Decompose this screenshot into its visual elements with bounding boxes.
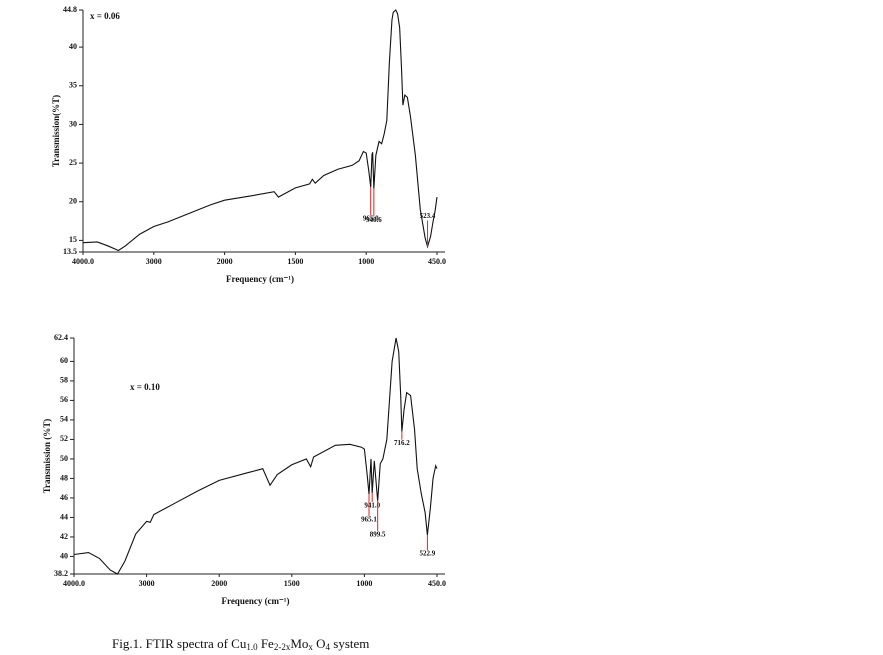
y-axis-label: Transmission(%T) [51,95,61,167]
x-tick-label: 3000 [139,579,155,588]
x-tick-label: 1500 [287,257,303,266]
y-tick-label: 46 [60,493,68,502]
caption-subscript: 1.0 [246,642,258,652]
x-tick-label: 2000 [217,257,233,266]
x-axis-label: Frequency (cm⁻¹) [226,274,294,284]
caption: Fig.1. FTIR spectra of Cu1.0 Fe2-2xMox O… [112,636,369,652]
y-tick-label: 62.4 [54,333,68,342]
x-tick-label: 4000.0 [63,579,85,588]
peak-label: 941.0 [364,502,380,510]
peak-label: 940.6 [366,216,382,224]
y-tick-label: 52 [60,434,68,443]
y-tick-label: 40 [69,42,77,51]
x-tick-label: 450.0 [428,579,446,588]
y-tick-label: 35 [69,81,77,90]
caption-text: O [313,636,326,651]
peak-label: 899.5 [370,530,386,538]
caption-text: Mo [290,636,308,651]
y-tick-label: 42 [60,532,68,541]
x-tick-label: 1500 [284,579,300,588]
y-axis-label: Transmission (%T) [42,419,52,494]
chart-title: x = 0.10 [130,382,160,392]
spectrum-line [82,9,438,252]
chart-title: x = 0.06 [90,11,120,21]
x-tick-label: 450.0 [428,257,446,266]
caption-subscript: x [308,642,313,652]
peak-label: 965.1 [361,516,377,524]
x-tick-label: 1000 [358,257,374,266]
peak-label: 716.2 [394,439,410,447]
y-tick-label: 58 [60,376,68,385]
caption-text: Fig.1. FTIR spectra of Cu [112,636,247,651]
x-tick-label: 1000 [356,579,372,588]
y-tick-label: 56 [60,395,68,404]
y-tick-label: 50 [60,454,68,463]
y-tick-label: 15 [69,235,77,244]
y-tick-label: 60 [60,356,68,365]
x-axis-label: Frequency (cm⁻¹) [221,596,289,606]
peak-label: 965.0 [363,215,379,223]
peak-label: 522.9 [420,550,436,558]
y-tick-label: 13.5 [63,247,77,256]
y-tick-label: 48 [60,473,68,482]
y-tick-label: 25 [69,158,77,167]
y-tick-label: 54 [60,415,68,424]
caption-text: Fe [258,636,274,651]
peak-label: 523.4 [420,212,436,220]
x-tick-label: 4000.0 [72,257,94,266]
y-tick-label: 40 [60,551,68,560]
caption-subscript: 2-2x [274,642,291,652]
y-tick-label: 20 [69,197,77,206]
spectrum-line [73,337,438,575]
y-tick-label: 44 [60,512,68,521]
caption-text: system [330,636,369,651]
y-tick-label: 30 [69,119,77,128]
y-tick-label: 38.2 [54,569,68,578]
caption-subscript: 4 [326,642,331,652]
x-tick-label: 3000 [146,257,162,266]
x-tick-label: 2000 [211,579,227,588]
y-tick-label: 44.8 [63,5,77,14]
